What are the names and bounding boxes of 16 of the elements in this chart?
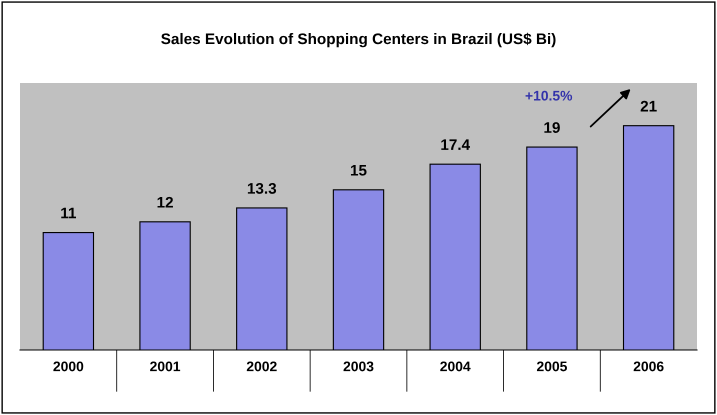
x-tick-label: 2005	[536, 361, 567, 372]
data-label: 19	[544, 122, 560, 133]
x-tick-label: 2002	[246, 361, 277, 372]
data-label: 21	[640, 100, 657, 112]
x-tick-label: 2003	[344, 361, 374, 372]
x-tick-label: 2004	[440, 361, 471, 372]
data-label: 17.4	[441, 139, 470, 150]
data-label: 15	[350, 165, 367, 176]
data-label: 11	[61, 208, 76, 218]
data-label: 12	[158, 196, 173, 208]
x-tick-label: 2006	[634, 361, 664, 372]
x-tick-label: 2001	[150, 361, 180, 372]
chart-title: Sales Evolution of Shopping Centers in Brazil (US$ Bi)	[161, 32, 556, 48]
annotation: +10.5%	[526, 90, 572, 101]
data-label: 13.3	[248, 183, 276, 194]
x-tick-label: 2000	[53, 361, 84, 372]
